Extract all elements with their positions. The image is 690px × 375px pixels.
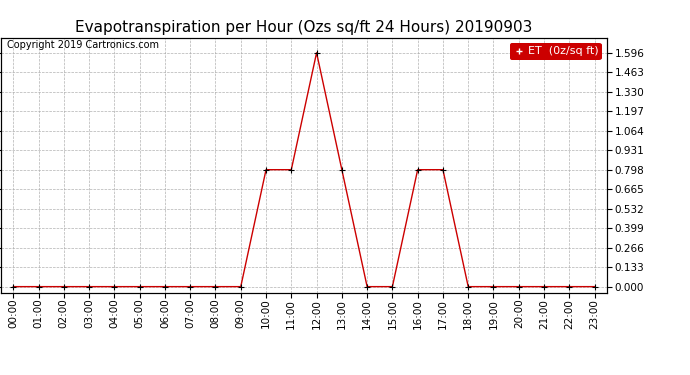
ET  (0z/sq ft) bbox=[60, 284, 68, 289]
ET  (0z/sq ft) bbox=[161, 284, 169, 289]
ET  (0z/sq ft) bbox=[110, 284, 119, 289]
ET  (0z/sq ft) bbox=[9, 284, 17, 289]
ET  (0z/sq ft) bbox=[313, 51, 321, 55]
ET  (0z/sq ft) bbox=[489, 284, 497, 289]
Title: Evapotranspiration per Hour (Ozs sq/ft 24 Hours) 20190903: Evapotranspiration per Hour (Ozs sq/ft 2… bbox=[75, 20, 533, 35]
ET  (0z/sq ft) bbox=[363, 284, 371, 289]
ET  (0z/sq ft) bbox=[413, 168, 422, 172]
Line: ET  (0z/sq ft): ET (0z/sq ft) bbox=[10, 50, 598, 290]
ET  (0z/sq ft) bbox=[464, 284, 473, 289]
ET  (0z/sq ft) bbox=[337, 168, 346, 172]
ET  (0z/sq ft) bbox=[135, 284, 144, 289]
ET  (0z/sq ft) bbox=[262, 168, 270, 172]
ET  (0z/sq ft) bbox=[515, 284, 523, 289]
ET  (0z/sq ft) bbox=[186, 284, 195, 289]
ET  (0z/sq ft) bbox=[237, 284, 245, 289]
ET  (0z/sq ft) bbox=[565, 284, 573, 289]
ET  (0z/sq ft) bbox=[439, 168, 447, 172]
ET  (0z/sq ft) bbox=[287, 168, 295, 172]
ET  (0z/sq ft) bbox=[34, 284, 43, 289]
Legend: ET  (0z/sq ft): ET (0z/sq ft) bbox=[510, 43, 602, 60]
ET  (0z/sq ft) bbox=[85, 284, 93, 289]
ET  (0z/sq ft) bbox=[591, 284, 599, 289]
ET  (0z/sq ft) bbox=[540, 284, 548, 289]
ET  (0z/sq ft) bbox=[388, 284, 397, 289]
Text: Copyright 2019 Cartronics.com: Copyright 2019 Cartronics.com bbox=[7, 40, 159, 50]
ET  (0z/sq ft) bbox=[211, 284, 219, 289]
